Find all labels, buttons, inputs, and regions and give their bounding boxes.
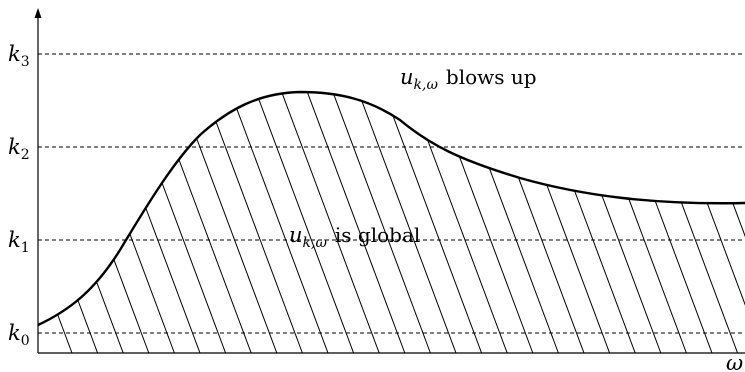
hatch-line [71, 92, 175, 353]
hatch-line [97, 92, 201, 353]
level-label-k2: k2 [8, 135, 30, 163]
axes [34, 8, 745, 354]
hatch-region [38, 92, 745, 353]
hatch-line [38, 92, 124, 353]
hatch-line [507, 92, 611, 353]
hatch-line [660, 92, 745, 353]
hatch-line [609, 92, 713, 353]
hatch-line [174, 92, 278, 353]
global-region-label: uk,ω is global [289, 223, 420, 251]
hatch-line [558, 92, 662, 353]
hatch-line [635, 92, 739, 353]
level-lines [38, 53, 745, 334]
level-label-k0: k0 [8, 321, 30, 349]
y-axis-arrow-icon [34, 8, 42, 18]
hatch-line [711, 92, 745, 353]
hatch-line [379, 92, 483, 353]
level-labels: k0 k1 k2 k3 [8, 42, 30, 349]
level-label-k3: k3 [8, 42, 30, 70]
hatch-line [532, 92, 636, 353]
hatch-line [686, 92, 745, 353]
hatch-line [251, 92, 355, 353]
hatch-line [148, 92, 252, 353]
level-label-k1: k1 [8, 228, 30, 256]
hatch-line [276, 92, 380, 353]
hatch-line [353, 92, 457, 353]
hatch-line [225, 92, 329, 353]
hatch-line [38, 92, 99, 353]
blow-up-region-label: uk,ω blows up [400, 65, 537, 93]
threshold-curve [37, 90, 745, 327]
x-axis-label: ω [726, 351, 743, 372]
hatch-line [481, 92, 585, 353]
hatch-line [455, 92, 559, 353]
hatch-line [123, 92, 227, 353]
hatch-line [737, 92, 745, 353]
hatch-line [199, 92, 303, 353]
hatch-line [302, 92, 406, 353]
hatch-line [430, 92, 534, 353]
hatch-line [583, 92, 687, 353]
hatch-line [327, 92, 431, 353]
hatch-line [404, 92, 508, 353]
